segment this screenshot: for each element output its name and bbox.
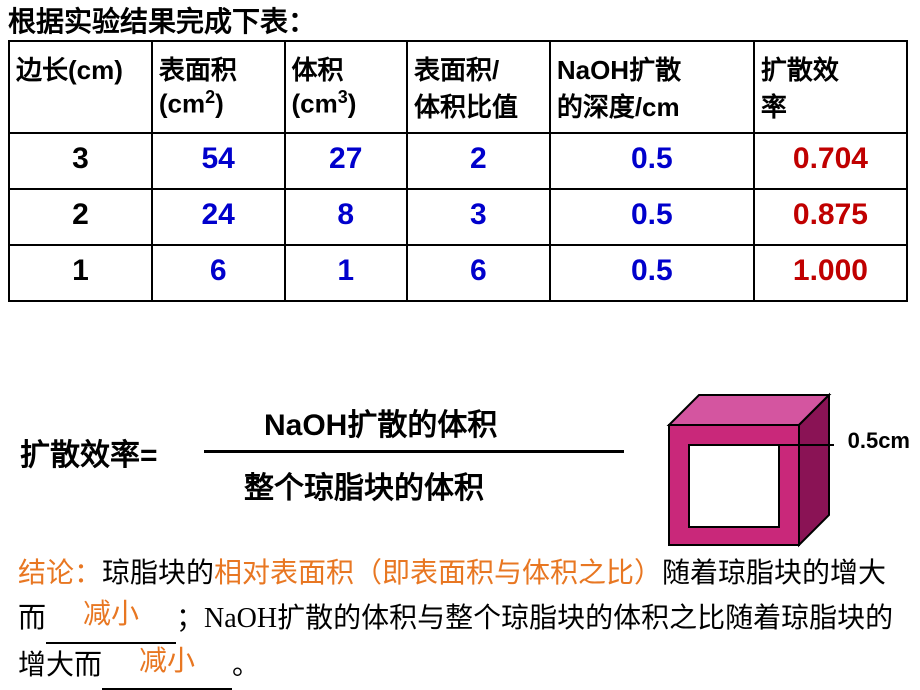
table-row: 1 6 1 6 0.5 1.000 bbox=[9, 245, 907, 301]
title-prefix: 根据 bbox=[8, 6, 64, 37]
formula-lhs: 扩散效率= bbox=[20, 430, 158, 474]
formula-denominator: 整个琼脂块的体积 bbox=[204, 453, 664, 507]
header-eff: 扩散效率 bbox=[754, 41, 907, 133]
cell-vol: 27 bbox=[285, 133, 407, 189]
cell-edge: 2 bbox=[9, 189, 152, 245]
header-area: 表面积 (cm2) bbox=[152, 41, 285, 133]
conclusion-lead: 结论： bbox=[18, 558, 102, 589]
cell-ratio: 2 bbox=[407, 133, 550, 189]
cell-ratio: 3 bbox=[407, 189, 550, 245]
header-vol: 体积 (cm3) bbox=[285, 41, 407, 133]
cell-eff: 0.875 bbox=[754, 189, 907, 245]
conclusion-t1: 琼脂块的 bbox=[102, 558, 214, 589]
formula-fraction: NaOH扩散的体积 整个琼脂块的体积 bbox=[204, 400, 664, 507]
title-rest: 实验结果完成下表： bbox=[64, 6, 316, 37]
header-edge: 边长(cm) bbox=[9, 41, 152, 133]
cell-depth: 0.5 bbox=[550, 189, 754, 245]
cell-depth: 0.5 bbox=[550, 133, 754, 189]
cell-edge: 1 bbox=[9, 245, 152, 301]
cell-area: 6 bbox=[152, 245, 285, 301]
cell-depth: 0.5 bbox=[550, 245, 754, 301]
header-depth: NaOH扩散的深度/cm bbox=[550, 41, 754, 133]
conclusion-text: 结论：琼脂块的相对表面积（即表面积与体积之比）随着琼脂块的增大而减小；NaOH扩… bbox=[18, 552, 898, 690]
data-table: 边长(cm) 表面积 (cm2) 体积 (cm3) 表面积/体积比值 NaOH扩… bbox=[8, 40, 908, 302]
cell-eff: 0.704 bbox=[754, 133, 907, 189]
cell-ratio: 6 bbox=[407, 245, 550, 301]
formula-numerator: NaOH扩散的体积 bbox=[204, 400, 664, 448]
cell-area: 54 bbox=[152, 133, 285, 189]
cell-vol: 8 bbox=[285, 189, 407, 245]
conclusion-t5: 。 bbox=[232, 650, 260, 681]
page-title: 根据实验结果完成下表： bbox=[8, 0, 316, 40]
table-header-row: 边长(cm) 表面积 (cm2) 体积 (cm3) 表面积/体积比值 NaOH扩… bbox=[9, 41, 907, 133]
blank-1: 减小 bbox=[46, 597, 176, 644]
cube-diagram bbox=[664, 390, 834, 550]
header-ratio: 表面积/体积比值 bbox=[407, 41, 550, 133]
cube-label: 0.5cm bbox=[848, 428, 910, 454]
table-row: 2 24 8 3 0.5 0.875 bbox=[9, 189, 907, 245]
table-row: 3 54 27 2 0.5 0.704 bbox=[9, 133, 907, 189]
cell-eff: 1.000 bbox=[754, 245, 907, 301]
cell-edge: 3 bbox=[9, 133, 152, 189]
conclusion-t2: 相对表面积（即表面积与体积之比） bbox=[214, 558, 662, 589]
blank-2: 减小 bbox=[102, 644, 232, 690]
cell-vol: 1 bbox=[285, 245, 407, 301]
cell-area: 24 bbox=[152, 189, 285, 245]
